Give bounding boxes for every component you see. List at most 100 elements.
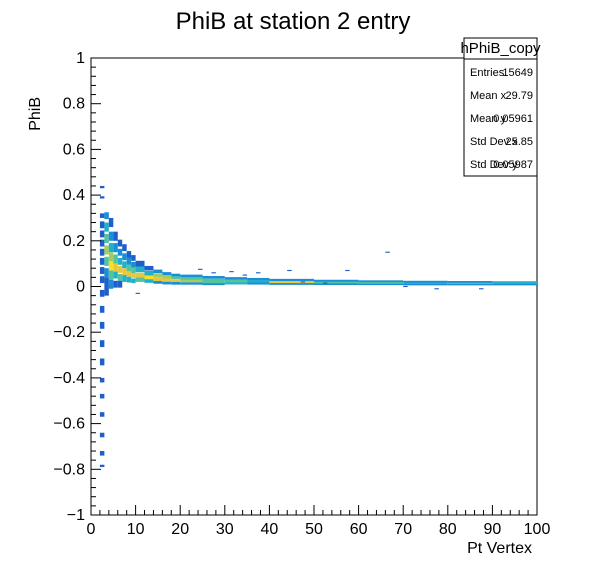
heatmap-cell <box>180 279 203 283</box>
heatmap-cell <box>104 212 109 220</box>
stats-value-std-dev-x: 25.85 <box>505 136 533 148</box>
heatmap-cell <box>99 412 105 417</box>
heatmap-cell <box>99 321 105 329</box>
heatmap-cell <box>99 248 105 256</box>
heatmap-cell <box>122 275 127 282</box>
heatmap-cell <box>135 277 145 282</box>
heatmap-cell <box>126 264 132 272</box>
heatmap-cell <box>447 283 493 286</box>
heatmap-cell <box>403 282 448 285</box>
heatmap-cell <box>287 269 292 272</box>
heatmap-cell <box>447 282 493 285</box>
heatmap-cell <box>202 275 225 279</box>
heatmap-cell <box>224 279 248 283</box>
heatmap-cell <box>99 276 105 284</box>
heatmap-cell <box>122 244 127 252</box>
heatmap-cell <box>269 281 314 284</box>
y-tick-label: −0.6 <box>53 416 85 433</box>
heatmap-cell <box>247 277 270 281</box>
heatmap-cell <box>202 281 225 284</box>
heatmap-cell <box>122 268 127 276</box>
heatmap-cell <box>117 248 123 256</box>
y-tick-label: 0.6 <box>63 141 85 158</box>
heatmap-cell <box>211 272 216 274</box>
heatmap-cell <box>198 268 203 270</box>
heatmap-cell <box>99 239 105 247</box>
heatmap-cell <box>99 213 105 218</box>
heatmap-cell <box>126 271 132 277</box>
heatmap-cell <box>403 280 448 284</box>
heatmap-cell <box>171 273 181 277</box>
chart-title: PhiB at station 2 entry <box>176 8 411 35</box>
heatmap-cell <box>492 281 537 284</box>
heatmap-cell <box>104 277 109 287</box>
heatmap-cell <box>447 281 493 284</box>
heatmap-cell <box>180 274 203 278</box>
heatmap-cell <box>135 260 145 267</box>
heatmap-cell <box>180 282 203 285</box>
axis-tick-labels: 0 10 20 30 40 50 60 70 80 90 100−1−0.8−0.6−0.4−0.2… <box>53 50 550 538</box>
heatmap-cell <box>358 282 404 284</box>
heatmap-cell <box>171 276 181 280</box>
heatmap-cell <box>144 279 154 283</box>
x-tick-label: 0 <box>87 521 96 538</box>
heatmap-cell <box>108 261 114 271</box>
x-tick-label: 10 <box>127 521 145 538</box>
heatmap-cell <box>144 275 154 280</box>
heatmap-cell <box>180 277 203 281</box>
heatmap-cell <box>300 281 306 283</box>
heatmap-cell <box>117 280 123 288</box>
heatmap-cell <box>131 278 136 284</box>
heatmap-cell <box>99 267 105 274</box>
heatmap-cell <box>135 266 145 273</box>
x-tick-label: 40 <box>261 521 279 538</box>
heatmap-cell <box>99 451 105 456</box>
heatmap-cell <box>113 231 118 241</box>
x-tick-label: 60 <box>350 521 368 538</box>
heatmap-cell <box>162 275 172 279</box>
heatmap-cell <box>108 279 114 289</box>
heatmap-cell <box>314 281 359 284</box>
heatmap-cell <box>135 292 141 294</box>
heatmap-cell <box>117 273 123 281</box>
x-tick-label: 50 <box>305 521 323 538</box>
stats-row: Std Dev x 25.85 <box>470 136 533 148</box>
stats-row: Entries 15649 <box>470 67 533 79</box>
heatmap-cell <box>171 279 181 282</box>
heatmap-cell <box>104 222 109 232</box>
heatmap-cell <box>99 393 105 399</box>
heatmap-cell <box>104 256 109 266</box>
y-tick-label: −1 <box>67 507 85 524</box>
heatmap-cell <box>99 340 105 348</box>
heatmap-cell <box>122 253 127 261</box>
axis-ticks <box>90 57 538 516</box>
heatmap-cell <box>99 221 105 229</box>
heatmap-cell <box>108 217 114 228</box>
heatmap-cell <box>202 283 225 286</box>
heatmap-cell <box>153 281 163 284</box>
stats-box-frame <box>463 37 538 177</box>
heatmap-cell <box>247 280 270 283</box>
x-tick-label: 70 <box>394 521 412 538</box>
heatmap-cell <box>242 274 248 276</box>
heatmap-cell <box>256 272 261 274</box>
heatmap-cell <box>322 282 328 284</box>
stats-row: Std Dev y 0.05987 <box>470 159 533 171</box>
heatmap-cell <box>144 265 154 271</box>
heatmap-cell <box>492 282 537 285</box>
y-tick-label: −0.2 <box>53 324 85 341</box>
x-tick-label: 30 <box>216 521 234 538</box>
stats-label-std-dev-x: Std Dev x <box>470 136 518 148</box>
heatmap-cell <box>117 265 123 273</box>
heatmap-cell <box>99 257 105 265</box>
heatmap-cell <box>385 251 390 253</box>
heatmap-cell <box>108 252 114 262</box>
plot-area: 0 10 20 30 40 50 60 70 80 90 100−1−0.8−0.6−0.4−0.2… <box>53 50 550 538</box>
heatmap-cell <box>247 282 270 285</box>
stats-label-entries: Entries <box>470 67 505 79</box>
heatmap-cell <box>117 239 123 247</box>
heatmap-cell <box>153 269 163 274</box>
y-tick-label: 0 <box>76 279 85 296</box>
heatmap-cell <box>113 280 118 288</box>
